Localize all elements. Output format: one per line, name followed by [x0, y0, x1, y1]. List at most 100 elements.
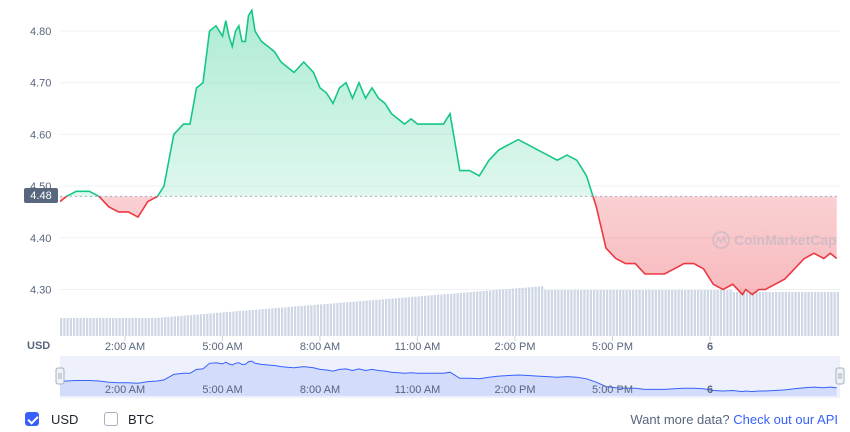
volume-bar	[372, 300, 375, 336]
volume-bar	[736, 292, 739, 336]
volume-bar	[336, 303, 339, 336]
volume-bar	[313, 304, 316, 336]
volume-bar	[528, 287, 531, 336]
volume-bar	[632, 290, 635, 336]
navigator-right-handle[interactable]	[835, 367, 845, 385]
volume-bar	[222, 312, 225, 336]
volume-bar	[719, 290, 722, 336]
volume-bar	[586, 290, 589, 336]
usd-checkbox[interactable]	[25, 412, 39, 426]
volume-bar	[144, 318, 147, 336]
volume-bar	[440, 294, 443, 336]
volume-bar	[245, 310, 248, 336]
volume-bar	[219, 312, 222, 336]
volume-bar	[742, 292, 745, 336]
volume-bar	[648, 290, 651, 336]
volume-bar	[638, 290, 641, 336]
navigator-tick-label: 5:00 AM	[202, 384, 242, 396]
volume-bar	[758, 292, 761, 336]
volume-bar	[268, 308, 271, 336]
navigator-tick-label: 5:00 PM	[592, 384, 633, 396]
volume-bar	[235, 311, 238, 336]
volume-bar	[563, 290, 566, 336]
volume-bar	[492, 290, 495, 336]
volume-bar	[303, 305, 306, 336]
navigator-x-axis: 2:00 AM 5:00 AM 8:00 AM 11:00 AM 2:00 PM 5:00…	[105, 384, 713, 396]
volume-bar	[515, 288, 518, 336]
volume-bar	[212, 313, 215, 336]
volume-bar	[784, 292, 787, 336]
volume-bar	[368, 300, 371, 336]
volume-bar	[654, 290, 657, 336]
volume-bar	[287, 307, 290, 336]
volume-bar	[206, 313, 209, 336]
volume-bar	[576, 290, 579, 336]
more-data-note: Want more data? Check out our API	[630, 412, 838, 427]
volume-bar	[469, 292, 472, 336]
volume-bar	[251, 309, 254, 336]
volume-bar	[726, 290, 729, 336]
volume-bar	[404, 297, 407, 336]
btc-checkbox[interactable]	[104, 412, 118, 426]
volume-bar	[804, 292, 807, 336]
volume-bar	[453, 293, 456, 336]
navigator-tick-label: 2:00 PM	[495, 384, 536, 396]
volume-bar	[466, 292, 469, 336]
volume-bar	[781, 292, 784, 336]
volume-bar	[355, 301, 358, 336]
volume-bar	[830, 292, 833, 336]
volume-bar	[378, 299, 381, 336]
y-tick-label: 4.40	[30, 233, 51, 245]
volume-bar	[502, 289, 505, 336]
volume-bar	[190, 315, 193, 336]
x-tick-label: 8:00 AM	[300, 341, 340, 353]
y-axis: 4.804.704.604.504.404.30	[30, 26, 51, 296]
volume-bar	[424, 295, 427, 336]
volume-bar	[352, 301, 355, 336]
volume-bar	[209, 313, 212, 336]
volume-bar	[749, 292, 752, 336]
navigator-line	[59, 360, 837, 393]
volume-bar	[768, 292, 771, 336]
volume-bar	[615, 290, 618, 336]
volume-bar	[95, 318, 98, 336]
current-price-label: 4.48	[30, 190, 51, 202]
volume-bar	[154, 317, 157, 336]
navigator-tick-label: 2:00 AM	[105, 384, 145, 396]
api-link[interactable]: Check out our API	[733, 412, 838, 427]
volume-bar	[794, 292, 797, 336]
volume-bar	[73, 318, 76, 336]
volume-bar	[193, 314, 196, 336]
volume-bar	[713, 290, 716, 336]
range-navigator[interactable]: 2:00 AM 5:00 AM 8:00 AM 11:00 AM 2:00 PM 5:00…	[55, 356, 845, 398]
volume-bar	[79, 318, 82, 336]
volume-bar	[606, 290, 609, 336]
volume-bar	[333, 303, 336, 336]
volume-bar	[216, 312, 219, 336]
navigator-left-handle[interactable]	[55, 367, 65, 385]
chart-footer: USD BTC Want more data? Check out our AP…	[0, 403, 850, 432]
volume-bar	[339, 302, 342, 336]
current-price-tag: 4.48	[24, 188, 58, 203]
volume-bar	[281, 307, 284, 336]
volume-bar	[807, 292, 810, 336]
volume-bar	[791, 292, 794, 336]
volume-bar	[593, 290, 596, 336]
volume-bar	[365, 300, 368, 336]
volume-bar	[170, 316, 173, 336]
volume-bar	[521, 287, 524, 336]
volume-bar	[105, 318, 108, 336]
watermark-text: CoinMarketCap	[734, 232, 837, 248]
price-chart[interactable]: 4.804.704.604.504.404.30 2:00 AM 5:00 AM 8…	[0, 0, 850, 403]
volume-bar	[667, 290, 670, 336]
volume-bar	[810, 292, 813, 336]
btc-checkbox-label: BTC	[128, 412, 154, 427]
volume-bar	[628, 290, 631, 336]
volume-bar	[641, 290, 644, 336]
volume-bar	[307, 305, 310, 336]
volume-bar	[66, 318, 69, 336]
currency-axis-label: USD	[27, 340, 50, 352]
volume-bar	[732, 292, 735, 336]
volume-bar	[557, 290, 560, 336]
navigator-tick-label: 11:00 AM	[395, 384, 441, 396]
